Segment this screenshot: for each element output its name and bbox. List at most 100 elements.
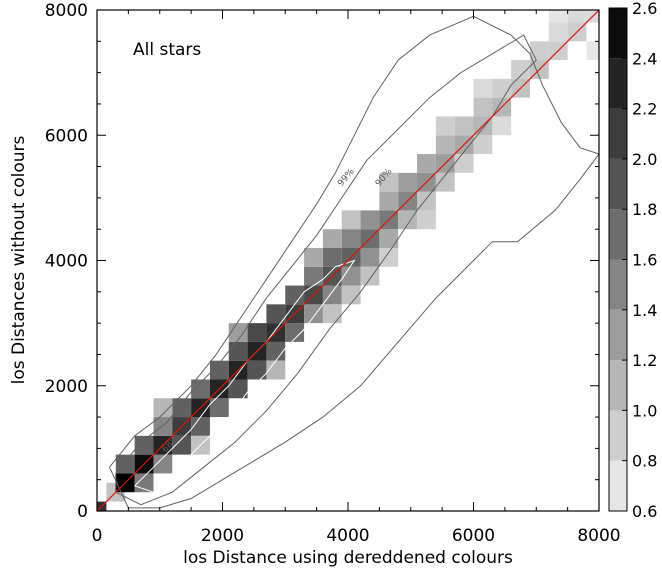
- heatmap-bin: [473, 135, 493, 155]
- heatmap-bin: [473, 97, 493, 117]
- y-axis-title: los Distances without colours: [9, 135, 29, 384]
- colorbar-segment: [609, 410, 627, 461]
- colorbar-segment: [609, 108, 627, 159]
- x-axis-ticks: 0 2000 4000 6000 8000: [92, 10, 621, 546]
- heatmap-bin: [266, 341, 286, 361]
- contour-label: 99%: [336, 167, 357, 189]
- colorbar-tick-label: 1.6: [632, 251, 657, 270]
- colorbar: 0.6 0.8 1.0 1.2 1.4 1.6 1.8 2.0 2.2 2.4 2.6: [608, 0, 657, 521]
- heatmap-bin: [304, 266, 323, 286]
- colorbar-segment: [609, 209, 627, 260]
- heatmap-bin: [191, 417, 210, 436]
- colorbar-tick-label: 2.0: [632, 150, 657, 169]
- y-tick-label: 8000: [45, 1, 88, 21]
- heatmap-bin: [153, 454, 173, 474]
- colorbar-tick-label: 1.2: [632, 351, 657, 370]
- heatmap-bin: [586, 41, 599, 61]
- heatmap-bin: [341, 285, 361, 305]
- colorbar-tick-label: 2.2: [632, 100, 657, 119]
- heatmap-bin: [417, 210, 436, 230]
- x-tick-label: 8000: [577, 526, 620, 546]
- y-axis-ticks: 0 2000 4000 6000 8000: [45, 1, 599, 522]
- heatmap-bin: [247, 360, 267, 380]
- one-to-one-line: [97, 10, 599, 511]
- heatmap-bin: [322, 285, 342, 305]
- colorbar-tick-label: 1.4: [632, 301, 657, 320]
- heatmap-bin: [304, 247, 323, 267]
- x-axis-title: los Distance using dereddened colours: [183, 548, 513, 568]
- y-tick-label: 4000: [45, 252, 88, 272]
- heatmap-bin: [322, 304, 342, 324]
- colorbar-tick-label: 1.8: [632, 200, 657, 219]
- heatmap-bin: [454, 154, 474, 173]
- colorbar-segment: [609, 360, 627, 411]
- heatmap-bin: [454, 116, 474, 136]
- heatmap-bin: [379, 191, 399, 211]
- heatmap-bin: [266, 304, 286, 324]
- heatmap-bin: [435, 116, 455, 136]
- heatmap-bin: [172, 398, 192, 418]
- heatmap-bin: [285, 285, 305, 305]
- x-tick-label: 6000: [452, 526, 495, 546]
- heatmap-bin: [153, 398, 173, 418]
- contour-line: [109, 15, 599, 509]
- contour-line: [134, 259, 356, 493]
- heatmap-bin: [341, 210, 361, 230]
- heatmap-bin: [417, 191, 436, 211]
- heatmap-bin: [304, 304, 323, 324]
- colorbar-tick-label: 2.4: [632, 49, 657, 68]
- heatmap-bin: [529, 41, 549, 61]
- heatmap-bin: [341, 266, 361, 286]
- heatmap-bin: [379, 172, 399, 192]
- heatmap-bin: [228, 379, 248, 399]
- heatmap-bin: [417, 154, 436, 173]
- heatmap-bin: [134, 435, 154, 455]
- heatmap-bin: [435, 135, 455, 155]
- colorbar-segment: [609, 158, 627, 210]
- heatmap-bin: [548, 22, 568, 42]
- heatmap-bin: [172, 435, 192, 455]
- heatmap-bin: [322, 247, 342, 267]
- x-tick-label: 0: [92, 526, 103, 546]
- contour-line: [115, 34, 537, 506]
- colorbar-segment: [609, 309, 627, 361]
- heatmap-bin: [285, 323, 305, 342]
- heatmap-bin: [341, 229, 361, 248]
- panel-annotation: All stars: [133, 40, 201, 60]
- heatmap-bin: [511, 60, 530, 79]
- heatmap-bin: [492, 78, 512, 98]
- heatmap-bin: [473, 78, 493, 98]
- heatmap-bin: [322, 229, 342, 248]
- heatmap-bin: [379, 229, 399, 248]
- heatmap-bin: [567, 10, 587, 23]
- colorbar-tick-label: 1.0: [632, 401, 657, 420]
- colorbar-tick-label: 0.8: [632, 452, 657, 471]
- colorbar-segment: [609, 58, 627, 109]
- y-tick-label: 0: [77, 502, 88, 522]
- colorbar-segment: [609, 460, 627, 511]
- heatmap-bin: [379, 247, 399, 267]
- heatmap-bin: [115, 454, 135, 474]
- heatmap-bin: [360, 210, 380, 230]
- heatmap-bin: [266, 360, 286, 380]
- colorbar-segment: [609, 259, 627, 310]
- heatmap-bin: [209, 360, 229, 380]
- heatmap-bin: [492, 116, 512, 136]
- heatmap-bin: [548, 10, 568, 23]
- heatmap-bin: [398, 172, 418, 192]
- y-tick-label: 2000: [45, 377, 88, 397]
- x-tick-label: 4000: [326, 526, 369, 546]
- y-tick-label: 6000: [45, 126, 88, 146]
- heatmap-bin: [247, 323, 267, 342]
- heatmap-bin: [360, 247, 380, 267]
- colorbar-segment: [609, 8, 627, 59]
- colorbar-tick-label: 0.6: [632, 502, 657, 521]
- colorbar-tick-label: 2.6: [632, 0, 657, 18]
- heatmap-bin: [209, 398, 229, 418]
- heatmap-bin: [191, 379, 210, 399]
- fit-line: [97, 10, 599, 511]
- heatmap-bin: [398, 210, 418, 230]
- heatmap-bin: [228, 341, 248, 361]
- x-tick-label: 2000: [201, 526, 244, 546]
